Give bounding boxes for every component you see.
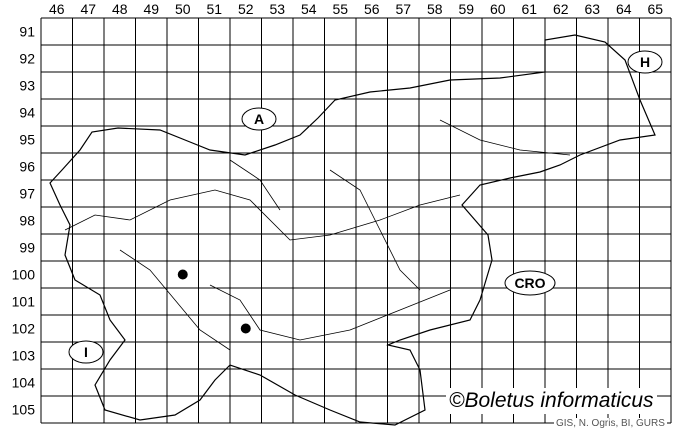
column-labels: 46 47 48 49 50 51 52 53 54 55 56 57 58 59 60 61 62 63 64 65: [49, 1, 663, 17]
row-label: 99: [19, 240, 35, 256]
column-label: 63: [584, 1, 600, 17]
column-label: 49: [143, 1, 159, 17]
column-label: 59: [458, 1, 474, 17]
row-label: 94: [19, 105, 35, 121]
column-label: 52: [238, 1, 254, 17]
column-label: 64: [616, 1, 632, 17]
record-dot: [177, 269, 188, 280]
row-labels: 91 92 93 94 95 96 97 98 99 100 101 102 103 104 105: [12, 24, 36, 418]
record-dot: [240, 323, 251, 334]
column-label: 50: [175, 1, 191, 17]
row-label: 93: [19, 78, 35, 94]
column-label: 53: [269, 1, 285, 17]
column-label: 51: [206, 1, 222, 17]
column-label: 46: [49, 1, 65, 17]
column-label: 56: [364, 1, 380, 17]
row-label: 103: [12, 348, 36, 364]
country-label-croatia: CRO: [504, 270, 556, 296]
row-label: 95: [19, 132, 35, 148]
column-label: 62: [553, 1, 569, 17]
country-label-italy: I: [68, 340, 104, 364]
column-label: 48: [112, 1, 128, 17]
country-labels: A H CRO I: [68, 50, 663, 364]
credit-text: ©Boletus informaticus: [446, 388, 657, 414]
country-label-hungary: H: [627, 50, 663, 74]
row-label: 98: [19, 213, 35, 229]
column-label: 57: [395, 1, 411, 17]
column-label: 60: [490, 1, 506, 17]
column-label: 47: [80, 1, 96, 17]
source-text: GIS, N. Ogris, BI, GURS: [554, 418, 667, 430]
record-dots: [177, 269, 251, 334]
row-label: 100: [12, 267, 36, 283]
row-label: 92: [19, 51, 35, 67]
row-label: 102: [12, 321, 36, 337]
row-label: 97: [19, 186, 35, 202]
country-border: [49, 34, 656, 426]
row-label: 96: [19, 159, 35, 175]
svg-text:A: A: [254, 111, 264, 127]
svg-text:CRO: CRO: [514, 275, 545, 291]
column-label: 61: [521, 1, 537, 17]
row-label: 105: [12, 402, 36, 418]
column-label: 54: [301, 1, 317, 17]
row-label: 91: [19, 24, 35, 40]
row-label: 104: [12, 375, 36, 391]
svg-text:H: H: [640, 54, 650, 70]
column-label: 65: [647, 1, 663, 17]
country-label-austria: A: [241, 107, 277, 131]
column-label: 58: [427, 1, 443, 17]
column-label: 55: [332, 1, 348, 17]
grid: [40, 17, 672, 424]
row-label: 101: [12, 294, 36, 310]
svg-text:I: I: [84, 344, 88, 360]
